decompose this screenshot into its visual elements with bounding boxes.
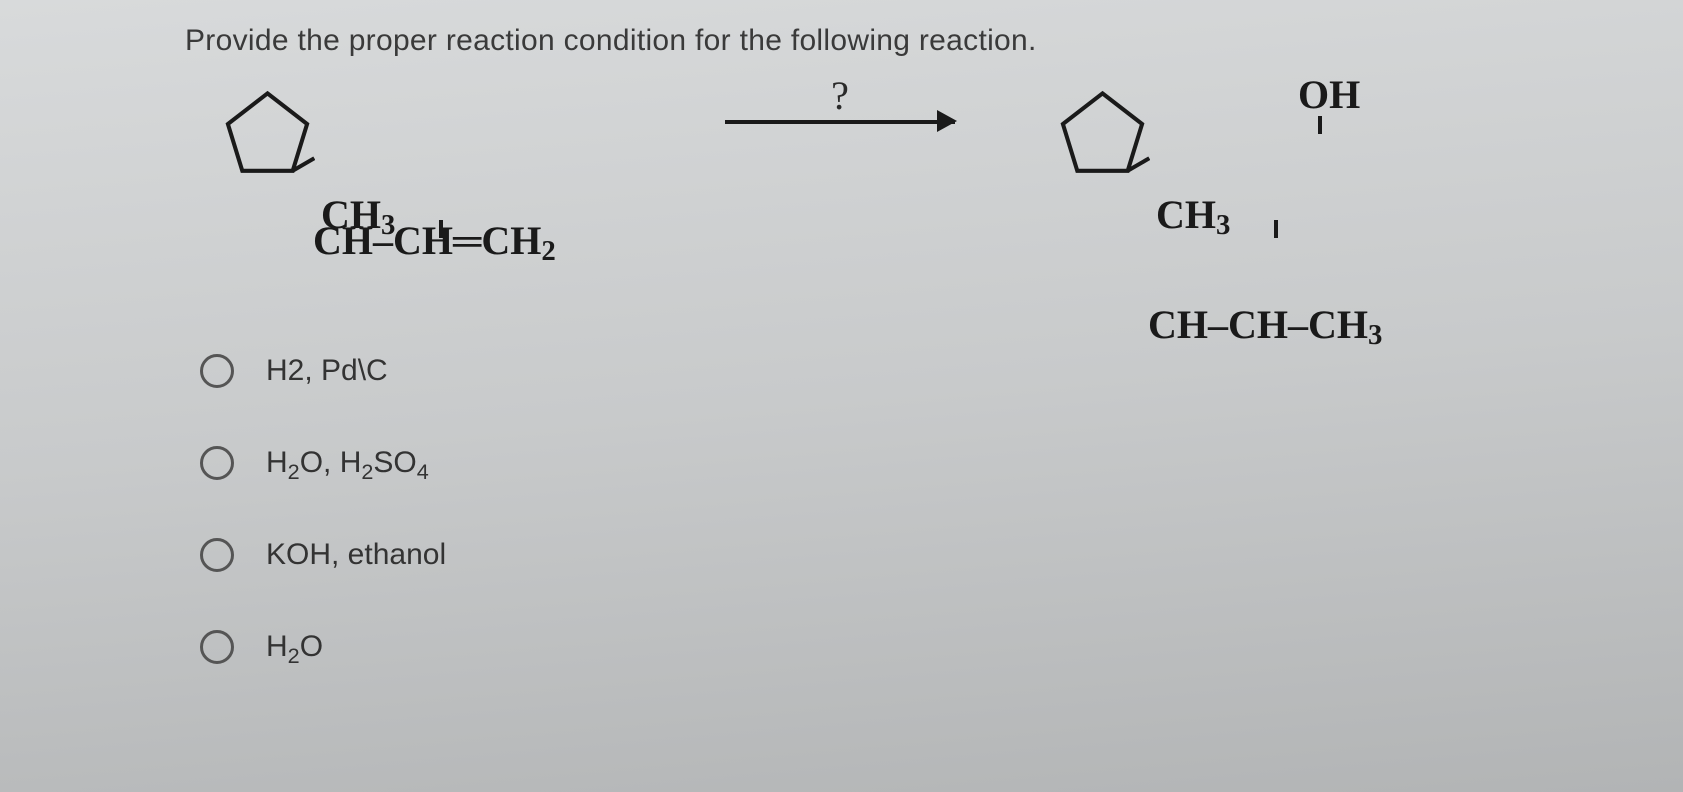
cyclopentane-ring-icon bbox=[220, 88, 315, 178]
product-line1: CH–CH–CH3 bbox=[1148, 304, 1382, 350]
option-row[interactable]: H2O bbox=[200, 630, 1683, 664]
reactant-molecule: CH–CH═CH2 CH3 bbox=[220, 88, 556, 434]
product-oh-label: OH bbox=[1298, 74, 1360, 116]
option-label: H2O bbox=[266, 630, 323, 664]
option-row[interactable]: KOH, ethanol bbox=[200, 538, 1683, 572]
cyclopentane-ring-icon bbox=[1055, 88, 1150, 178]
arrow-line-icon bbox=[725, 120, 955, 124]
arrow-label: ? bbox=[831, 72, 849, 119]
option-label: KOH, ethanol bbox=[266, 538, 446, 572]
reactant-line2: CH3 bbox=[321, 194, 395, 240]
radio-icon[interactable] bbox=[200, 630, 234, 664]
option-label: H2O, H2SO4 bbox=[266, 446, 429, 480]
question-page: Provide the proper reaction condition fo… bbox=[0, 0, 1683, 792]
product-molecule: OH CH–CH–CH3 CH3 bbox=[1055, 88, 1382, 518]
product-line2: CH3 bbox=[1156, 194, 1230, 240]
product-oh-bond-icon bbox=[1318, 116, 1322, 158]
option-row[interactable]: H2O, H2SO4 bbox=[200, 446, 1683, 480]
reactant-chain: CH–CH═CH2 CH3 bbox=[313, 136, 556, 434]
radio-icon[interactable] bbox=[200, 538, 234, 572]
product-chain: OH CH–CH–CH3 CH3 bbox=[1148, 136, 1382, 518]
reaction-arrow: ? bbox=[725, 106, 955, 110]
reaction-scheme: CH–CH═CH2 CH3 ? OH bbox=[185, 88, 1683, 278]
arrow-head-icon bbox=[937, 110, 957, 132]
question-text: Provide the proper reaction condition fo… bbox=[185, 24, 1683, 58]
radio-icon[interactable] bbox=[200, 446, 234, 480]
